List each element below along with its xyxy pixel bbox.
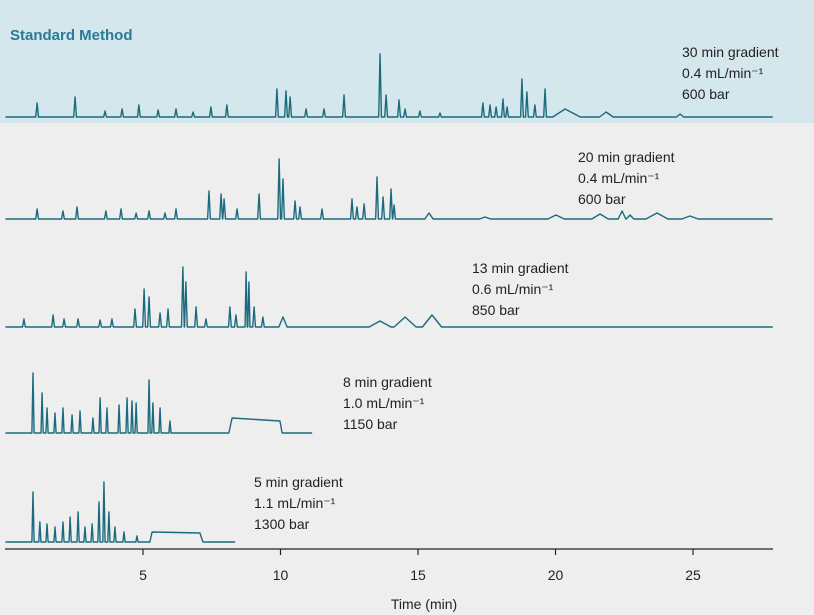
- chromatogram: [5, 158, 773, 220]
- series-detail: 600 bar: [578, 191, 626, 207]
- series-label: 30 min gradient: [682, 44, 779, 60]
- series-detail: 1300 bar: [254, 516, 310, 532]
- series-detail: 1.0 mL/min⁻¹: [343, 395, 425, 411]
- series-label: 5 min gradient: [254, 474, 343, 490]
- series-detail: 1.1 mL/min⁻¹: [254, 495, 336, 511]
- chart-title: Standard Method: [10, 27, 133, 44]
- series-detail: 0.4 mL/min⁻¹: [682, 65, 764, 81]
- chromatogram: [5, 481, 236, 543]
- series-label: 13 min gradient: [472, 260, 569, 276]
- chromatogram: [5, 53, 773, 118]
- x-tick-label: 15: [410, 567, 426, 583]
- series-detail: 1150 bar: [343, 416, 398, 432]
- series-detail: 850 bar: [472, 302, 520, 318]
- x-tick-label: 25: [685, 567, 701, 583]
- standard-band: [0, 0, 814, 123]
- series-detail: 0.4 mL/min⁻¹: [578, 170, 660, 186]
- x-tick-label: 10: [273, 567, 289, 583]
- x-tick-label: 5: [139, 567, 147, 583]
- series-detail: 0.6 mL/min⁻¹: [472, 281, 554, 297]
- series-detail: 600 bar: [682, 86, 730, 102]
- x-tick-label: 20: [548, 567, 564, 583]
- chromatogram: [5, 372, 313, 434]
- x-axis-label: Time (min): [391, 596, 457, 612]
- series-label: 20 min gradient: [578, 149, 675, 165]
- chromatogram: [5, 266, 773, 328]
- series-label: 8 min gradient: [343, 374, 432, 390]
